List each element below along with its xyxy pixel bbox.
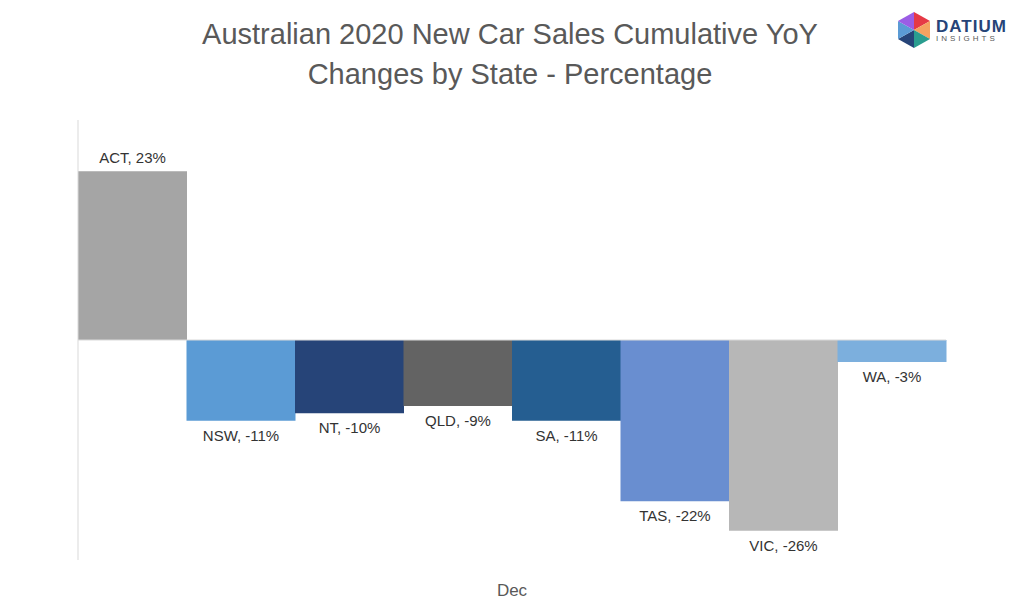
svg-text:SA, -11%: SA, -11% xyxy=(535,427,597,444)
svg-text:NSW, -11%: NSW, -11% xyxy=(203,427,279,444)
svg-text:WA, -3%: WA, -3% xyxy=(863,368,922,385)
svg-text:VIC, -26%: VIC, -26% xyxy=(749,537,817,554)
html-text:Australian 2020 New Car Sales: Australian 2020 New Car Sales Cumulative… xyxy=(202,18,818,90)
svg-text:ACT, 23%: ACT, 23% xyxy=(99,149,166,166)
svg-text:Dec: Dec xyxy=(497,581,528,600)
svg-text:QLD, -9%: QLD, -9% xyxy=(425,412,491,429)
html-text:INSIGHTS: INSIGHTS xyxy=(936,33,998,43)
html-text:DATIUM: DATIUM xyxy=(936,16,1007,36)
svg-text:TAS, -22%: TAS, -22% xyxy=(639,507,710,524)
svg-text:NT, -10%: NT, -10% xyxy=(319,419,381,436)
